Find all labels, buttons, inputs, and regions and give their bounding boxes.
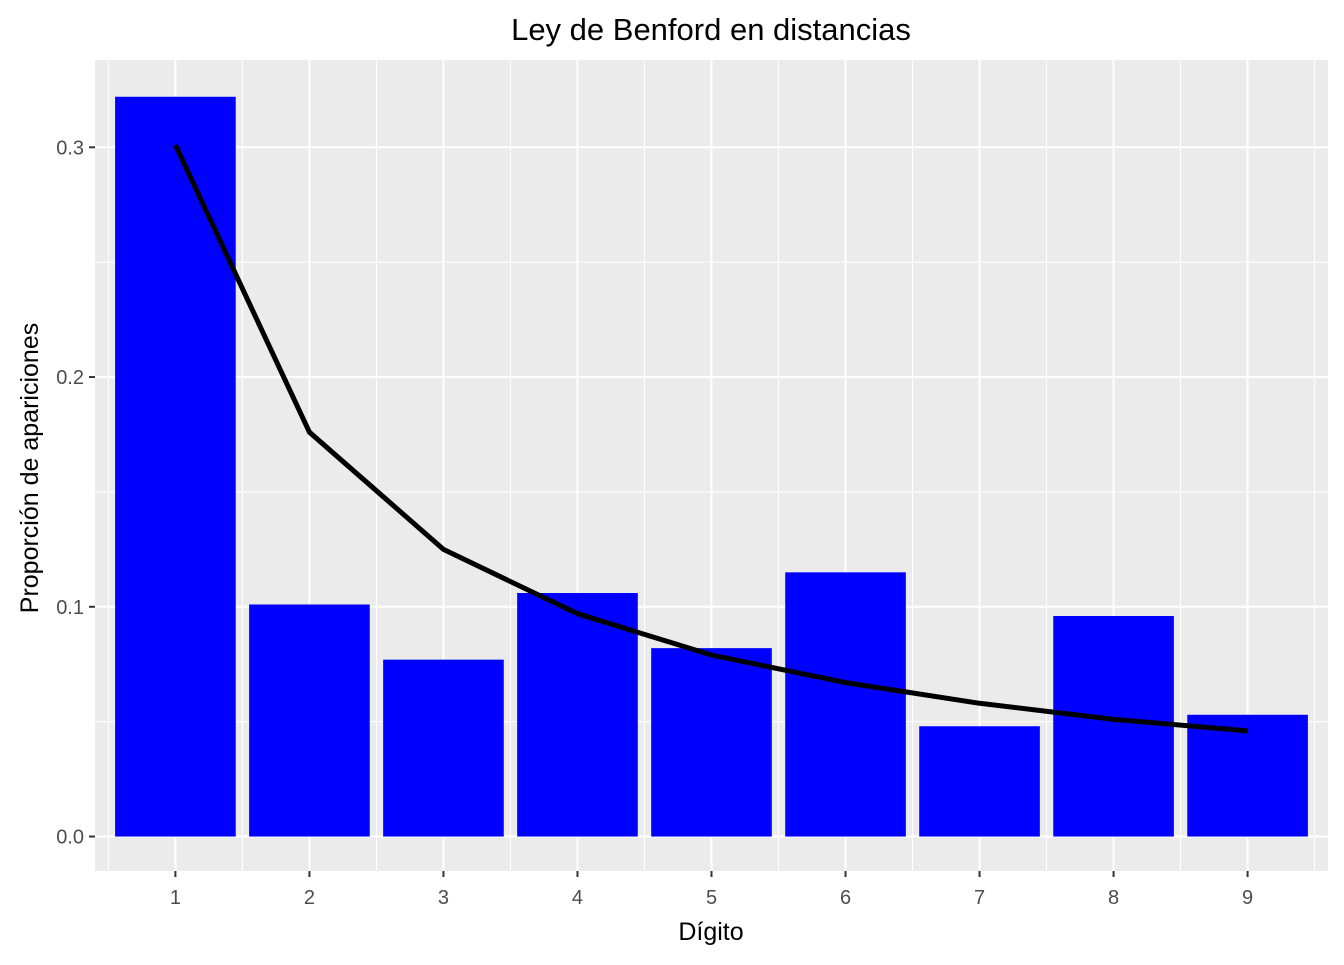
y-tick-label: 0.2 <box>56 367 84 389</box>
bar-digit-4 <box>517 593 638 837</box>
x-tick-label: 7 <box>974 887 985 909</box>
x-tick-label: 4 <box>572 887 583 909</box>
x-tick-label: 3 <box>438 887 449 909</box>
y-tick-label: 0.1 <box>56 597 84 619</box>
bar-digit-1 <box>115 96 236 837</box>
bar-digit-5 <box>651 648 772 837</box>
x-tick-label: 1 <box>170 887 181 909</box>
bar-digit-8 <box>1053 615 1174 837</box>
bar-digit-9 <box>1187 714 1308 837</box>
x-axis-title: Dígito <box>678 918 743 946</box>
chart-title: Ley de Benford en distancias <box>511 12 911 47</box>
y-tick-label: 0.0 <box>56 827 84 849</box>
y-axis-title: Proporción de apariciones <box>16 323 44 613</box>
bar-digit-2 <box>249 604 370 837</box>
benford-line <box>173 143 1248 734</box>
axes: 0.0 0.1 0.2 0.3 1 2 3 4 5 6 7 8 9 <box>56 137 1253 909</box>
x-tick-label: 2 <box>304 887 315 909</box>
bar-digit-6 <box>785 572 906 837</box>
bar-digit-7 <box>919 726 1040 837</box>
bars <box>115 96 1308 837</box>
bar-digit-3 <box>383 659 504 837</box>
x-tick-label: 9 <box>1242 887 1253 909</box>
x-tick-label: 8 <box>1108 887 1119 909</box>
y-tick-label: 0.3 <box>56 137 84 159</box>
x-tick-label: 6 <box>840 887 851 909</box>
reference-line <box>173 143 1248 734</box>
x-tick-label: 5 <box>706 887 717 909</box>
